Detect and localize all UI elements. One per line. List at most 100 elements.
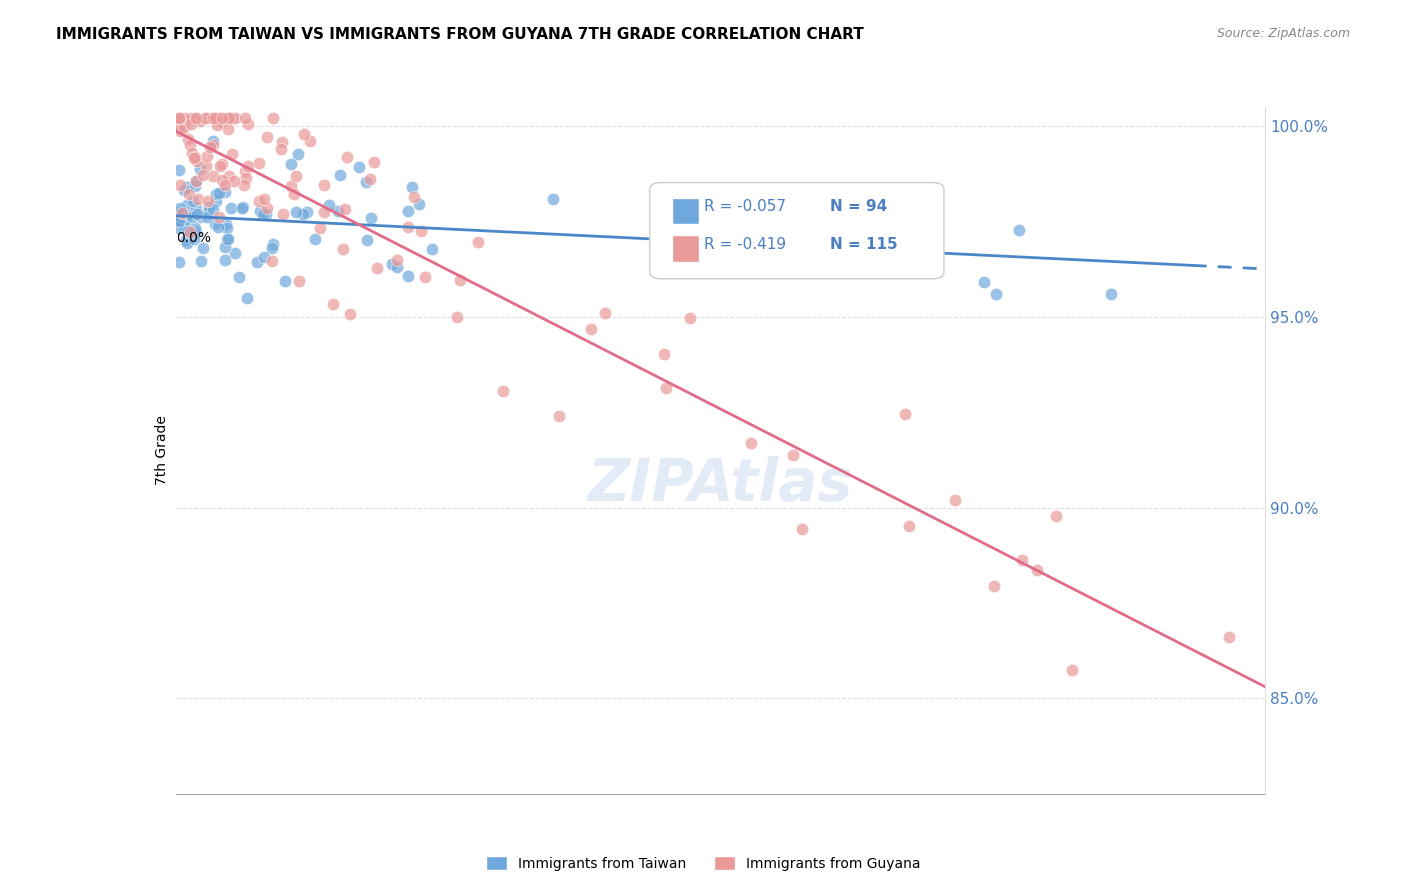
Point [186,192,208,206]
Point [312,178,335,192]
Point [191,168,214,182]
Point [233,163,256,178]
Point [188,161,211,176]
Point [233,178,256,192]
Point [169,205,191,219]
Point [292,127,315,141]
Point [228,269,250,284]
Point [170,210,193,224]
Point [169,220,191,235]
Point [231,201,253,215]
Point [262,237,284,252]
Point [202,138,225,153]
FancyBboxPatch shape [672,235,699,261]
Point [270,142,292,156]
Point [236,159,259,173]
Point [169,255,191,269]
Text: R = -0.057: R = -0.057 [704,199,786,214]
Point [197,194,219,208]
Point [271,206,294,220]
Point [740,436,762,450]
Point [332,242,354,256]
Point [177,224,200,238]
Point [174,233,197,247]
Point [169,120,191,134]
Point [782,448,804,462]
Point [195,148,218,162]
Point [218,169,240,184]
Point [214,185,236,199]
Point [401,180,423,194]
Point [863,232,886,246]
Point [548,409,571,423]
Point [188,113,211,128]
Point [183,232,205,246]
Point [679,311,702,326]
Point [184,174,207,188]
Point [183,220,205,235]
Point [356,234,378,248]
Point [169,213,191,227]
Point [215,217,238,231]
Point [195,159,218,173]
Point [655,381,678,395]
Point [799,217,821,231]
Point [232,200,254,214]
Point [211,173,233,187]
Point [253,192,276,206]
Point [176,180,198,194]
Point [292,207,315,221]
Point [195,112,218,126]
Point [204,186,226,201]
Point [318,198,340,212]
Point [214,253,236,268]
Point [186,207,208,221]
Point [204,112,226,126]
Point [326,203,349,218]
Point [943,493,966,508]
Point [1011,553,1033,567]
Point [986,287,1008,301]
Point [208,112,231,126]
Point [256,201,278,215]
Point [1099,286,1122,301]
Point [1060,663,1083,677]
Point [170,204,193,219]
Point [224,112,246,126]
Point [204,217,226,231]
Point [973,275,995,289]
Point [169,212,191,227]
Point [186,153,208,168]
Text: N = 94: N = 94 [830,199,887,214]
Point [247,156,270,170]
Point [249,204,271,219]
Point [169,112,191,126]
Point [205,194,228,208]
Point [280,157,302,171]
Point [207,118,229,132]
Point [180,112,202,126]
Point [181,210,204,224]
Point [184,174,207,188]
Point [254,207,277,221]
Point [211,112,233,126]
Point [218,112,240,126]
Point [260,254,283,268]
Point [420,242,443,256]
Point [354,175,377,189]
Point [274,274,297,288]
Point [172,206,194,220]
Point [233,112,256,126]
Point [336,150,359,164]
Point [1008,222,1031,236]
Point [200,112,222,126]
Point [219,202,242,216]
Point [169,162,191,177]
Point [190,210,212,224]
Point [224,246,246,260]
FancyBboxPatch shape [672,198,699,224]
Point [898,518,921,533]
Point [235,170,257,185]
Point [1045,508,1067,523]
Point [413,269,436,284]
